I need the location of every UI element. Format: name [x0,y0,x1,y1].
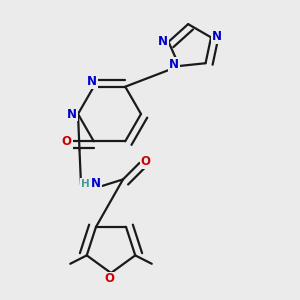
Text: N: N [91,177,101,190]
Text: H: H [81,178,90,189]
Text: O: O [140,155,151,168]
Text: O: O [104,272,115,286]
Text: N: N [67,107,77,121]
Text: N: N [87,75,97,88]
Text: O: O [62,135,72,148]
Text: N: N [158,35,168,48]
Text: N: N [169,58,179,71]
Text: N: N [212,30,221,43]
